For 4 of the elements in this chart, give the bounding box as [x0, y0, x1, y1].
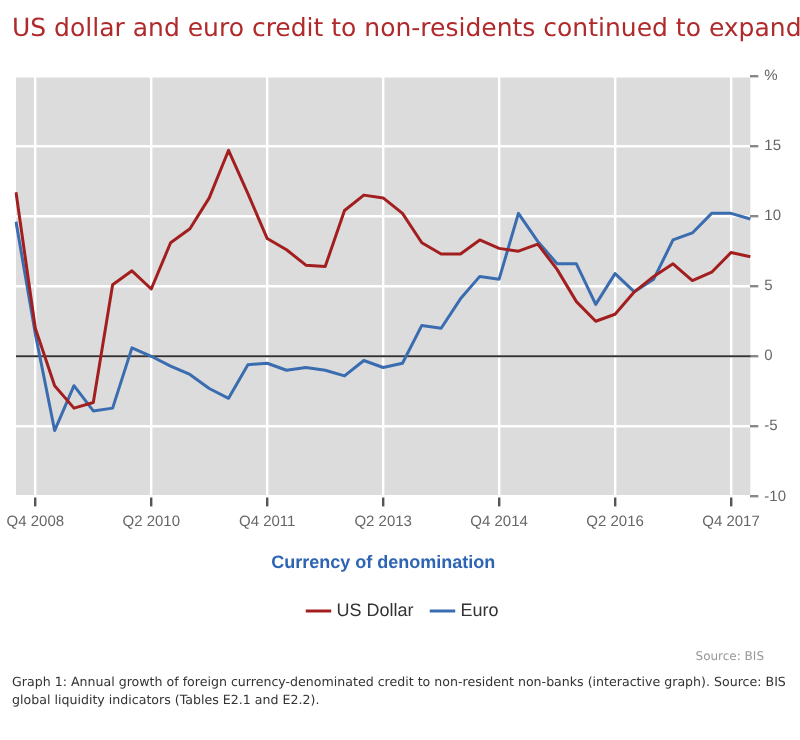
legend-label: US Dollar: [336, 599, 414, 620]
x-axis-title: Currency of denomination: [271, 552, 496, 573]
legend-label: Euro: [460, 599, 499, 620]
chart-title: US dollar and euro credit to non-residents continued to expand: [12, 12, 800, 42]
